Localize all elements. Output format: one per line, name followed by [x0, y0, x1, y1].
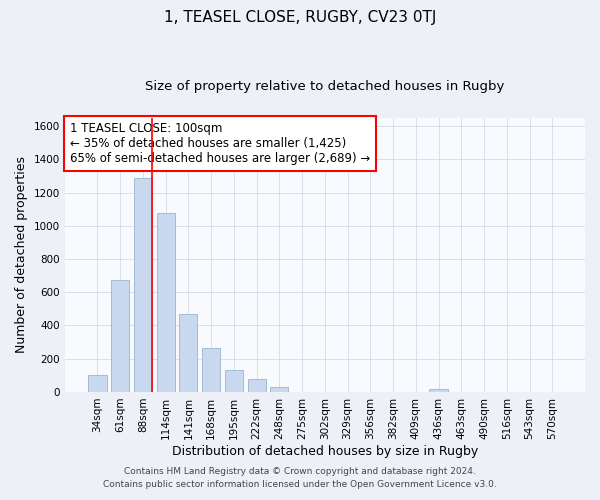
- Bar: [134, 178, 152, 392]
- Text: 1, TEASEL CLOSE, RUGBY, CV23 0TJ: 1, TEASEL CLOSE, RUGBY, CV23 0TJ: [164, 10, 436, 25]
- Bar: [248, 380, 266, 392]
- Text: 1 TEASEL CLOSE: 100sqm
← 35% of detached houses are smaller (1,425)
65% of semi-: 1 TEASEL CLOSE: 100sqm ← 35% of detached…: [70, 122, 370, 165]
- Title: Size of property relative to detached houses in Rugby: Size of property relative to detached ho…: [145, 80, 505, 93]
- Bar: [111, 280, 129, 392]
- Bar: [270, 387, 289, 392]
- Text: Contains HM Land Registry data © Crown copyright and database right 2024.
Contai: Contains HM Land Registry data © Crown c…: [103, 468, 497, 489]
- Y-axis label: Number of detached properties: Number of detached properties: [15, 156, 28, 354]
- Bar: [179, 314, 197, 392]
- Bar: [430, 390, 448, 392]
- Bar: [225, 370, 243, 392]
- X-axis label: Distribution of detached houses by size in Rugby: Distribution of detached houses by size …: [172, 444, 478, 458]
- Bar: [157, 214, 175, 392]
- Bar: [202, 348, 220, 392]
- Bar: [88, 376, 107, 392]
